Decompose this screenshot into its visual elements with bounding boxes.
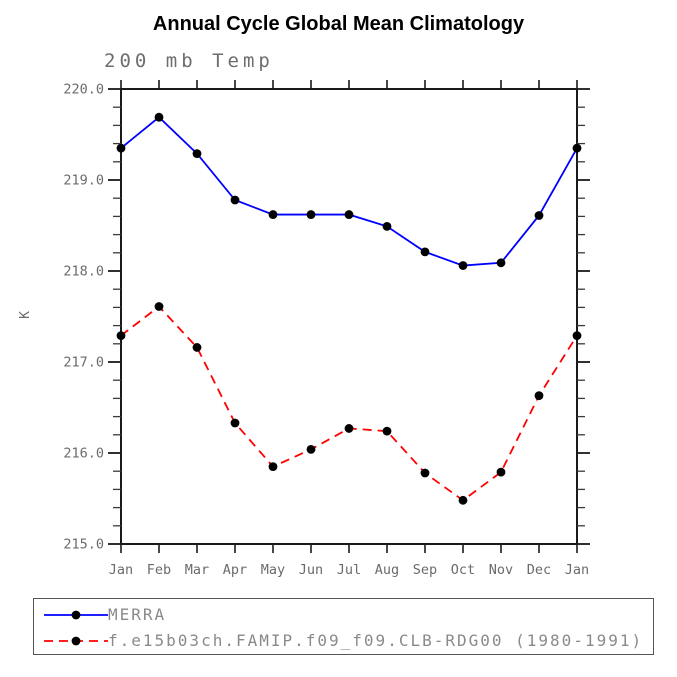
data-point-marker xyxy=(154,112,164,122)
y-tick-label: 220.0 xyxy=(63,82,104,98)
data-point-marker xyxy=(572,331,582,341)
x-tick-label: Feb xyxy=(147,562,171,578)
chart-subtitle: 200 mb Temp xyxy=(104,50,274,72)
data-point-marker xyxy=(344,210,354,219)
data-point-marker xyxy=(344,424,354,433)
data-point-marker xyxy=(306,444,316,454)
data-point-marker xyxy=(420,247,430,257)
x-tick-label: Jan xyxy=(109,562,133,578)
y-tick-label: 219.0 xyxy=(63,173,104,189)
data-point-marker xyxy=(268,462,278,472)
x-tick-label: Oct xyxy=(451,562,475,578)
x-tick-label: Jan xyxy=(565,562,589,578)
x-tick-label: Aug xyxy=(375,562,399,578)
data-point-marker xyxy=(458,261,468,270)
data-point-marker xyxy=(116,143,126,153)
model-line-sample-icon xyxy=(44,636,108,646)
data-point-marker xyxy=(458,495,468,505)
merra-line-sample-icon xyxy=(44,610,108,620)
legend-item-model: f.e15b03ch.FAMIP.f09_f09.CLB-RDG00 (1980… xyxy=(34,628,643,654)
legend-item-merra: MERRA xyxy=(34,602,166,628)
data-point-marker xyxy=(496,258,506,268)
x-tick-label: Dec xyxy=(527,562,551,578)
series-line-merra xyxy=(120,116,578,267)
data-point-marker xyxy=(382,426,392,436)
data-point-marker xyxy=(382,222,392,231)
x-tick-label: Nov xyxy=(489,562,513,578)
x-tick-label: May xyxy=(261,562,285,578)
data-point-marker xyxy=(534,391,544,401)
y-tick-label: 216.0 xyxy=(63,446,104,462)
data-point-marker xyxy=(268,210,278,219)
x-tick-label: Sep xyxy=(413,562,437,578)
y-tick-label: 217.0 xyxy=(63,355,104,371)
series-line-model xyxy=(120,305,578,502)
legend-label-model: f.e15b03ch.FAMIP.f09_f09.CLB-RDG00 (1980… xyxy=(108,631,644,650)
x-tick-label: Apr xyxy=(223,562,247,578)
y-tick-label: 218.0 xyxy=(63,264,104,280)
data-point-marker xyxy=(192,149,202,159)
legend-label-merra: MERRA xyxy=(108,605,167,624)
x-tick-label: Jun xyxy=(299,562,323,578)
data-point-marker xyxy=(116,331,126,341)
data-point-marker xyxy=(154,302,164,311)
axis-frame xyxy=(120,88,578,545)
chart-title: Annual Cycle Global Mean Climatology xyxy=(152,13,525,35)
data-point-marker xyxy=(306,210,316,219)
x-tick-label: Mar xyxy=(185,562,209,578)
data-point-marker xyxy=(572,143,582,153)
data-point-marker xyxy=(230,418,240,428)
x-tick-label: Jul xyxy=(337,562,361,578)
legend: MERRA f.e15b03ch.FAMIP.f09_f09.CLB-RDG00… xyxy=(33,598,654,655)
data-point-marker xyxy=(420,468,430,478)
data-point-marker xyxy=(230,195,240,205)
data-point-marker xyxy=(534,211,544,220)
data-point-marker xyxy=(496,467,506,477)
y-tick-label: 215.0 xyxy=(63,537,104,553)
data-point-marker xyxy=(192,343,202,352)
